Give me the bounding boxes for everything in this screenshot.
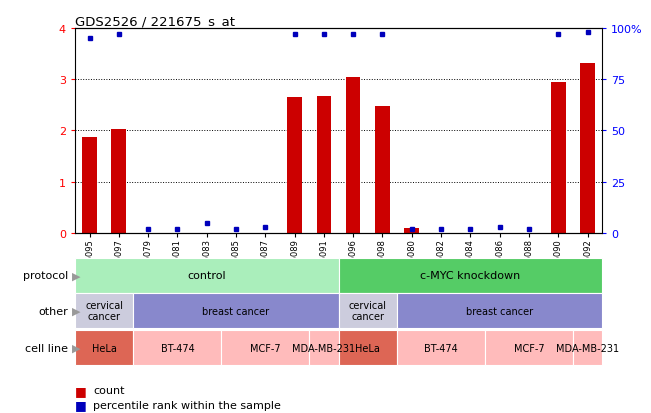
- Text: MCF-7: MCF-7: [250, 343, 281, 353]
- Text: HeLa: HeLa: [92, 343, 117, 353]
- Bar: [287, 98, 302, 233]
- Text: cervical
cancer: cervical cancer: [349, 300, 387, 322]
- Text: BT-474: BT-474: [424, 343, 458, 353]
- Text: c-MYC knockdown: c-MYC knockdown: [421, 271, 520, 281]
- Text: ▶: ▶: [72, 306, 80, 316]
- Text: percentile rank within the sample: percentile rank within the sample: [93, 400, 281, 410]
- Text: ■: ■: [75, 384, 87, 397]
- Text: ▶: ▶: [72, 271, 80, 281]
- Text: count: count: [93, 385, 124, 395]
- Text: MDA-MB-231: MDA-MB-231: [292, 343, 355, 353]
- Bar: [375, 107, 390, 233]
- Bar: [316, 96, 331, 233]
- Text: cervical
cancer: cervical cancer: [85, 300, 123, 322]
- Text: HeLa: HeLa: [355, 343, 380, 353]
- Text: GDS2526 / 221675_s_at: GDS2526 / 221675_s_at: [75, 15, 235, 28]
- Text: control: control: [187, 271, 226, 281]
- Bar: [551, 83, 566, 233]
- Text: cell line: cell line: [25, 343, 68, 353]
- Text: protocol: protocol: [23, 271, 68, 281]
- Text: ■: ■: [75, 398, 87, 411]
- Text: other: other: [38, 306, 68, 316]
- Bar: [580, 64, 595, 233]
- Bar: [346, 78, 361, 233]
- Bar: [404, 228, 419, 233]
- Text: MCF-7: MCF-7: [514, 343, 544, 353]
- Bar: [111, 130, 126, 233]
- Text: MDA-MB-231: MDA-MB-231: [556, 343, 619, 353]
- Text: breast cancer: breast cancer: [466, 306, 533, 316]
- Text: ▶: ▶: [72, 343, 80, 353]
- Bar: [82, 137, 97, 233]
- Text: BT-474: BT-474: [161, 343, 194, 353]
- Text: breast cancer: breast cancer: [202, 306, 270, 316]
